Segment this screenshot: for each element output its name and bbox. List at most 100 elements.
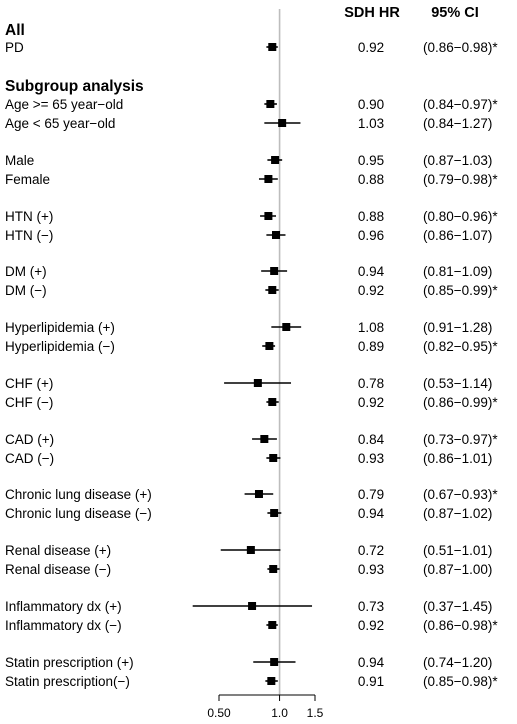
row-hr-value: 0.95 bbox=[358, 153, 384, 168]
point-estimate-marker bbox=[271, 156, 280, 164]
row-label: Statin prescription (+) bbox=[5, 655, 134, 670]
row-hr-value: 0.90 bbox=[358, 97, 384, 112]
x-axis-tick-label: 0.50 bbox=[207, 706, 231, 720]
row-label: Inflammatory dx (−) bbox=[5, 618, 122, 633]
row-ci-value: (0.86−0.98)* bbox=[423, 40, 498, 55]
row-label: Renal disease (−) bbox=[5, 562, 111, 577]
row-ci-value: (0.73−0.97)* bbox=[423, 432, 498, 447]
row-label: PD bbox=[5, 40, 24, 55]
row-ci-value: (0.86−0.99)* bbox=[423, 395, 498, 410]
row-label: DM (+) bbox=[5, 264, 47, 279]
point-estimate-marker bbox=[268, 43, 277, 51]
row-hr-value: 0.91 bbox=[358, 674, 384, 689]
row-hr-value: 0.92 bbox=[358, 395, 384, 410]
section-title-all: All bbox=[5, 22, 25, 39]
row-hr-value: 0.89 bbox=[358, 339, 384, 354]
row-hr-value: 0.84 bbox=[358, 432, 385, 447]
point-estimate-marker bbox=[278, 119, 287, 127]
row-label: HTN (−) bbox=[5, 228, 53, 243]
row-hr-value: 0.94 bbox=[358, 264, 385, 279]
row-ci-value: (0.84−0.97)* bbox=[423, 97, 498, 112]
row-hr-value: 0.88 bbox=[358, 209, 384, 224]
point-estimate-marker bbox=[270, 509, 279, 517]
row-label: Chronic lung disease (+) bbox=[5, 487, 152, 502]
point-estimate-marker bbox=[267, 677, 276, 685]
row-hr-value: 0.92 bbox=[358, 283, 384, 298]
point-estimate-marker bbox=[282, 323, 291, 331]
row-hr-value: 0.96 bbox=[358, 228, 384, 243]
point-estimate-marker bbox=[268, 398, 277, 406]
row-hr-value: 0.72 bbox=[358, 543, 384, 558]
row-ci-value: (0.51−1.01) bbox=[423, 543, 492, 558]
point-estimate-marker bbox=[253, 379, 262, 387]
row-hr-value: 0.92 bbox=[358, 40, 384, 55]
row-ci-value: (0.81−1.09) bbox=[423, 264, 492, 279]
row-label: Statin prescription(−) bbox=[5, 674, 130, 689]
row-ci-value: (0.86−1.07) bbox=[423, 228, 492, 243]
row-label: Female bbox=[5, 172, 50, 187]
row-ci-value: (0.74−1.20) bbox=[423, 655, 492, 670]
point-estimate-marker bbox=[265, 342, 274, 350]
section-title-subgroup: Subgroup analysis bbox=[5, 78, 144, 95]
row-hr-value: 0.73 bbox=[358, 599, 384, 614]
row-ci-value: (0.87−1.03) bbox=[423, 153, 492, 168]
column-header-sdh-hr: SDH HR bbox=[344, 5, 400, 21]
row-label: CAD (+) bbox=[5, 432, 54, 447]
row-hr-value: 0.94 bbox=[358, 655, 385, 670]
row-ci-value: (0.85−0.98)* bbox=[423, 674, 498, 689]
row-label: Hyperlipidemia (+) bbox=[5, 320, 115, 335]
row-ci-value: (0.85−0.99)* bbox=[423, 283, 498, 298]
row-hr-value: 1.03 bbox=[358, 116, 384, 131]
row-ci-value: (0.91−1.28) bbox=[423, 320, 492, 335]
row-ci-value: (0.84−1.27) bbox=[423, 116, 492, 131]
row-label: Age < 65 year−old bbox=[5, 116, 115, 131]
row-hr-value: 1.08 bbox=[358, 320, 384, 335]
row-label: Hyperlipidemia (−) bbox=[5, 339, 115, 354]
point-estimate-marker bbox=[260, 435, 269, 443]
row-ci-value: (0.37−1.45) bbox=[423, 599, 492, 614]
column-header-95ci: 95% CI bbox=[431, 5, 479, 21]
row-hr-value: 0.93 bbox=[358, 451, 384, 466]
x-axis-tick-label: 1.5 bbox=[307, 706, 324, 720]
row-hr-value: 0.92 bbox=[358, 618, 384, 633]
row-ci-value: (0.67−0.93)* bbox=[423, 487, 498, 502]
point-estimate-marker bbox=[270, 658, 279, 666]
row-ci-value: (0.79−0.98)* bbox=[423, 172, 498, 187]
x-axis-tick-label: 1.0 bbox=[271, 706, 288, 720]
point-estimate-marker bbox=[264, 212, 273, 220]
point-estimate-marker bbox=[248, 602, 257, 610]
point-estimate-marker bbox=[269, 565, 278, 573]
row-ci-value: (0.53−1.14) bbox=[423, 376, 492, 391]
point-estimate-marker bbox=[270, 267, 279, 275]
row-label: Chronic lung disease (−) bbox=[5, 506, 152, 521]
row-hr-value: 0.78 bbox=[358, 376, 384, 391]
row-label: DM (−) bbox=[5, 283, 47, 298]
row-label: CAD (−) bbox=[5, 451, 54, 466]
point-estimate-marker bbox=[268, 621, 277, 629]
row-ci-value: (0.86−0.98)* bbox=[423, 618, 498, 633]
row-label: Renal disease (+) bbox=[5, 543, 111, 558]
row-hr-value: 0.94 bbox=[358, 506, 385, 521]
point-estimate-marker bbox=[254, 490, 263, 498]
point-estimate-marker bbox=[266, 100, 275, 108]
row-hr-value: 0.88 bbox=[358, 172, 384, 187]
point-estimate-marker bbox=[272, 231, 281, 239]
point-estimate-marker bbox=[268, 286, 277, 294]
row-ci-value: (0.86−1.01) bbox=[423, 451, 492, 466]
row-label: CHF (+) bbox=[5, 376, 53, 391]
point-estimate-marker bbox=[246, 546, 255, 554]
row-label: Male bbox=[5, 153, 34, 168]
point-estimate-marker bbox=[269, 454, 278, 462]
row-ci-value: (0.87−1.00) bbox=[423, 562, 492, 577]
row-label: Inflammatory dx (+) bbox=[5, 599, 122, 614]
row-label: CHF (−) bbox=[5, 395, 53, 410]
row-hr-value: 0.93 bbox=[358, 562, 384, 577]
row-label: HTN (+) bbox=[5, 209, 53, 224]
row-ci-value: (0.87−1.02) bbox=[423, 506, 492, 521]
row-label: Age >= 65 year−old bbox=[5, 97, 123, 112]
row-hr-value: 0.79 bbox=[358, 487, 384, 502]
row-ci-value: (0.80−0.96)* bbox=[423, 209, 498, 224]
row-ci-value: (0.82−0.95)* bbox=[423, 339, 498, 354]
point-estimate-marker bbox=[264, 175, 273, 183]
